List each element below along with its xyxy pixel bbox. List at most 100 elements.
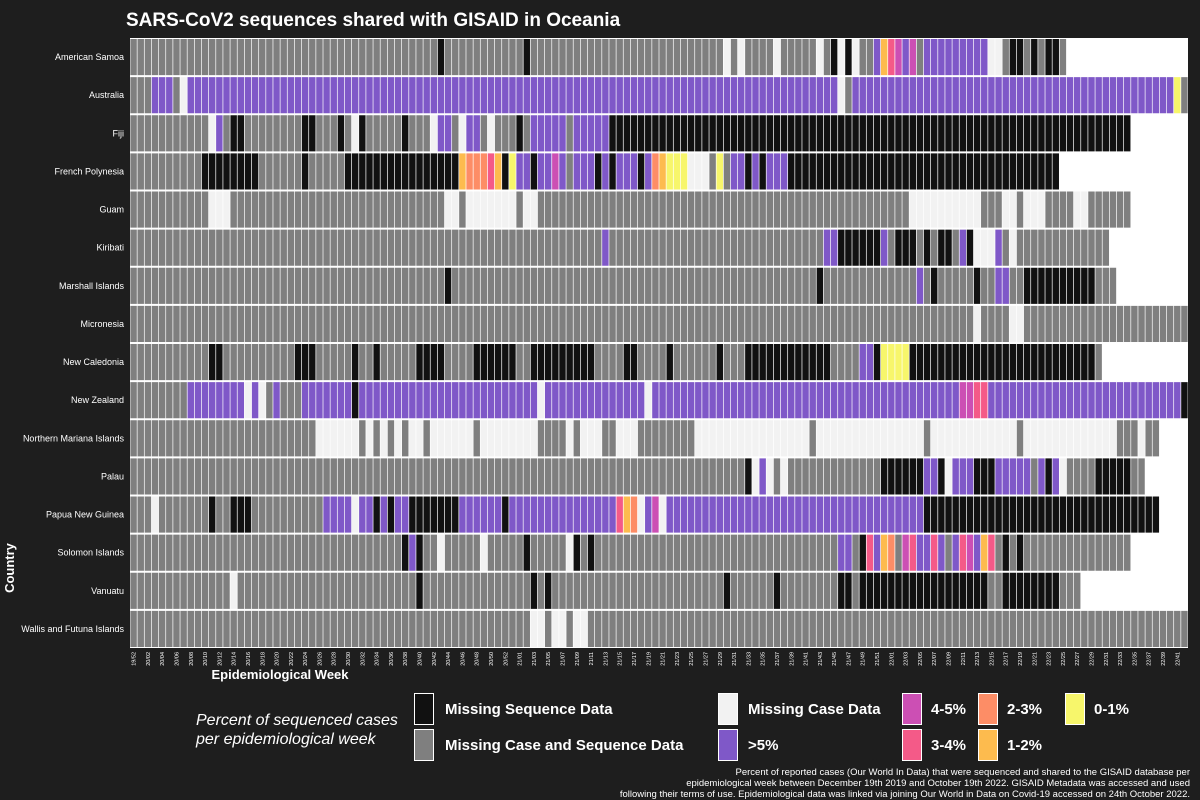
heatmap-cell xyxy=(1095,420,1102,457)
heatmap-cell xyxy=(316,229,323,266)
heatmap-cell xyxy=(1138,382,1145,419)
heatmap-cell xyxy=(130,153,137,190)
heatmap-cell xyxy=(373,420,380,457)
heatmap-cell xyxy=(759,77,766,114)
heatmap-cell xyxy=(294,305,302,343)
heatmap-cell xyxy=(523,267,530,304)
heatmap-cell xyxy=(223,382,230,419)
heatmap-cell xyxy=(502,382,509,419)
heatmap-cell xyxy=(1145,305,1152,343)
heatmap-cell xyxy=(702,344,709,381)
x-tick-labels: 19/52 20/02 20/04 20/06 20/08 20/10 20/12 20/14… xyxy=(132,652,1182,666)
heatmap-cell xyxy=(1059,115,1067,152)
heatmap-cell xyxy=(537,610,545,648)
heatmap-cell xyxy=(337,534,345,571)
heatmap-cell xyxy=(945,458,952,495)
heatmap-cell xyxy=(716,496,723,533)
heatmap-cell xyxy=(309,458,316,495)
heatmap-cell xyxy=(759,305,766,343)
heatmap-cell xyxy=(895,344,902,381)
heatmap-cell xyxy=(659,267,666,304)
heatmap-cell xyxy=(1159,610,1167,648)
heatmap-cell xyxy=(852,305,859,343)
heatmap-cell xyxy=(502,344,509,381)
heatmap-cell xyxy=(301,39,309,76)
heatmap-cell xyxy=(1066,382,1074,419)
legend-label-missing-case: Missing Case Data xyxy=(748,701,881,718)
heatmap-cell xyxy=(859,496,866,533)
heatmap-cell xyxy=(830,572,838,609)
heatmap-cell xyxy=(759,572,766,609)
heatmap-cell xyxy=(216,610,223,648)
x-tick-label: 21/51 xyxy=(875,652,881,666)
heatmap-cell xyxy=(652,305,659,343)
heatmap-cell xyxy=(1066,534,1074,571)
heatmap-cell xyxy=(995,534,1002,571)
heatmap-cell xyxy=(537,229,545,266)
heatmap-cell xyxy=(766,382,774,419)
heatmap-cell xyxy=(680,229,688,266)
heatmap-cell xyxy=(966,610,974,648)
heatmap-cell xyxy=(880,39,888,76)
heatmap-cell xyxy=(316,344,323,381)
heatmap-cell xyxy=(151,610,159,648)
heatmap-cell xyxy=(830,39,838,76)
heatmap-cell xyxy=(158,305,166,343)
heatmap-cell xyxy=(909,458,916,495)
heatmap-cell xyxy=(402,115,409,152)
heatmap-cell xyxy=(587,191,595,228)
heatmap-cell xyxy=(523,496,530,533)
heatmap-cell xyxy=(259,382,266,419)
heatmap-cell xyxy=(1009,496,1017,533)
heatmap-cell xyxy=(173,572,180,609)
heatmap-cell xyxy=(1023,534,1031,571)
heatmap-cell xyxy=(766,77,774,114)
heatmap-cell xyxy=(680,153,688,190)
heatmap-cell xyxy=(759,534,766,571)
heatmap-cell xyxy=(208,267,216,304)
heatmap-cell xyxy=(609,534,616,571)
heatmap-cell xyxy=(716,572,723,609)
heatmap-cell xyxy=(1116,382,1124,419)
heatmap-cell xyxy=(287,382,295,419)
heatmap-cell xyxy=(502,191,509,228)
heatmap-cell xyxy=(888,344,895,381)
heatmap-cell xyxy=(838,382,845,419)
heatmap-cell xyxy=(709,534,716,571)
heatmap-cell xyxy=(230,39,237,76)
heatmap-cell xyxy=(509,344,516,381)
legend-label-3-4: 3-4% xyxy=(931,737,967,754)
heatmap-cell xyxy=(494,420,502,457)
heatmap-cell xyxy=(180,344,187,381)
heatmap-cell xyxy=(259,420,266,457)
heatmap-cell xyxy=(251,115,259,152)
heatmap-cell xyxy=(1095,382,1102,419)
heatmap-cell xyxy=(687,572,695,609)
heatmap-cell xyxy=(952,420,959,457)
heatmap-cell xyxy=(1088,77,1095,114)
heatmap-cell xyxy=(208,458,216,495)
heatmap-cell xyxy=(880,305,888,343)
heatmap-cell xyxy=(830,115,838,152)
heatmap-cell xyxy=(394,344,402,381)
heatmap-cell xyxy=(366,496,373,533)
heatmap-cell xyxy=(852,458,859,495)
heatmap-cell xyxy=(1023,267,1031,304)
heatmap-cell xyxy=(988,153,995,190)
heatmap-cell xyxy=(637,115,645,152)
heatmap-cell xyxy=(266,153,273,190)
heatmap-cell xyxy=(716,610,723,648)
heatmap-cell xyxy=(158,496,166,533)
heatmap-cell xyxy=(580,382,588,419)
heatmap-cell xyxy=(1066,191,1074,228)
heatmap-cell xyxy=(237,267,245,304)
heatmap-cell xyxy=(394,496,402,533)
heatmap-cell xyxy=(909,420,916,457)
heatmap-cell xyxy=(859,115,866,152)
heatmap-cell xyxy=(1023,382,1031,419)
heatmap-cell xyxy=(523,572,530,609)
heatmap-cell xyxy=(659,534,666,571)
heatmap-cell xyxy=(931,77,938,114)
heatmap-cell xyxy=(873,572,881,609)
heatmap-cell xyxy=(309,610,316,648)
